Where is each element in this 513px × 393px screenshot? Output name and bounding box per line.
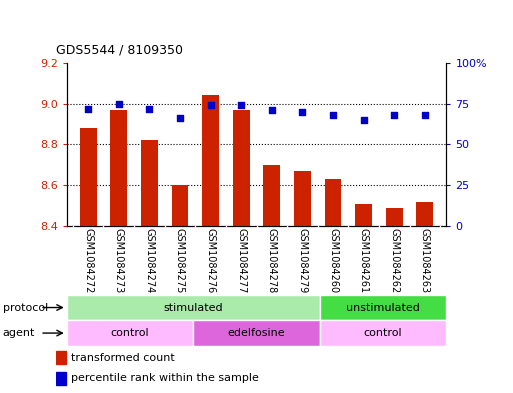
Point — [145, 105, 153, 112]
Bar — [263, 165, 280, 226]
Bar — [171, 185, 188, 226]
Text: control: control — [364, 328, 402, 338]
Point — [114, 101, 123, 107]
Text: GSM1084273: GSM1084273 — [114, 228, 124, 293]
Text: GSM1084263: GSM1084263 — [420, 228, 430, 293]
Bar — [67, 295, 320, 320]
Text: transformed count: transformed count — [71, 353, 174, 362]
Bar — [386, 208, 403, 226]
Text: GSM1084274: GSM1084274 — [144, 228, 154, 293]
Bar — [294, 171, 311, 226]
Bar — [233, 110, 250, 226]
Text: GSM1084278: GSM1084278 — [267, 228, 277, 293]
Bar — [193, 320, 320, 346]
Text: control: control — [111, 328, 149, 338]
Point — [299, 109, 307, 115]
Point — [421, 112, 429, 118]
Text: GSM1084261: GSM1084261 — [359, 228, 369, 293]
Point — [329, 112, 337, 118]
Bar — [67, 320, 193, 346]
Text: GSM1084279: GSM1084279 — [298, 228, 307, 293]
Point — [268, 107, 276, 113]
Point — [84, 105, 92, 112]
Text: edelfosine: edelfosine — [228, 328, 285, 338]
Text: GSM1084277: GSM1084277 — [236, 228, 246, 294]
Bar — [320, 295, 446, 320]
Bar — [355, 204, 372, 226]
Point — [360, 117, 368, 123]
Bar — [56, 351, 66, 364]
Text: GSM1084262: GSM1084262 — [389, 228, 399, 293]
Point — [176, 115, 184, 121]
Bar — [141, 140, 158, 226]
Text: GSM1084260: GSM1084260 — [328, 228, 338, 293]
Bar — [320, 320, 446, 346]
Bar — [56, 372, 66, 385]
Text: unstimulated: unstimulated — [346, 303, 420, 312]
Point — [206, 102, 214, 108]
Text: GDS5544 / 8109350: GDS5544 / 8109350 — [56, 44, 184, 57]
Text: protocol: protocol — [3, 303, 48, 312]
Text: GSM1084275: GSM1084275 — [175, 228, 185, 294]
Text: percentile rank within the sample: percentile rank within the sample — [71, 373, 259, 383]
Text: agent: agent — [3, 328, 35, 338]
Bar — [110, 110, 127, 226]
Point — [237, 102, 245, 108]
Text: stimulated: stimulated — [164, 303, 223, 312]
Point — [390, 112, 399, 118]
Text: GSM1084272: GSM1084272 — [83, 228, 93, 294]
Bar — [202, 95, 219, 226]
Bar — [80, 128, 96, 226]
Text: GSM1084276: GSM1084276 — [206, 228, 215, 293]
Bar — [325, 179, 342, 226]
Bar — [417, 202, 433, 226]
